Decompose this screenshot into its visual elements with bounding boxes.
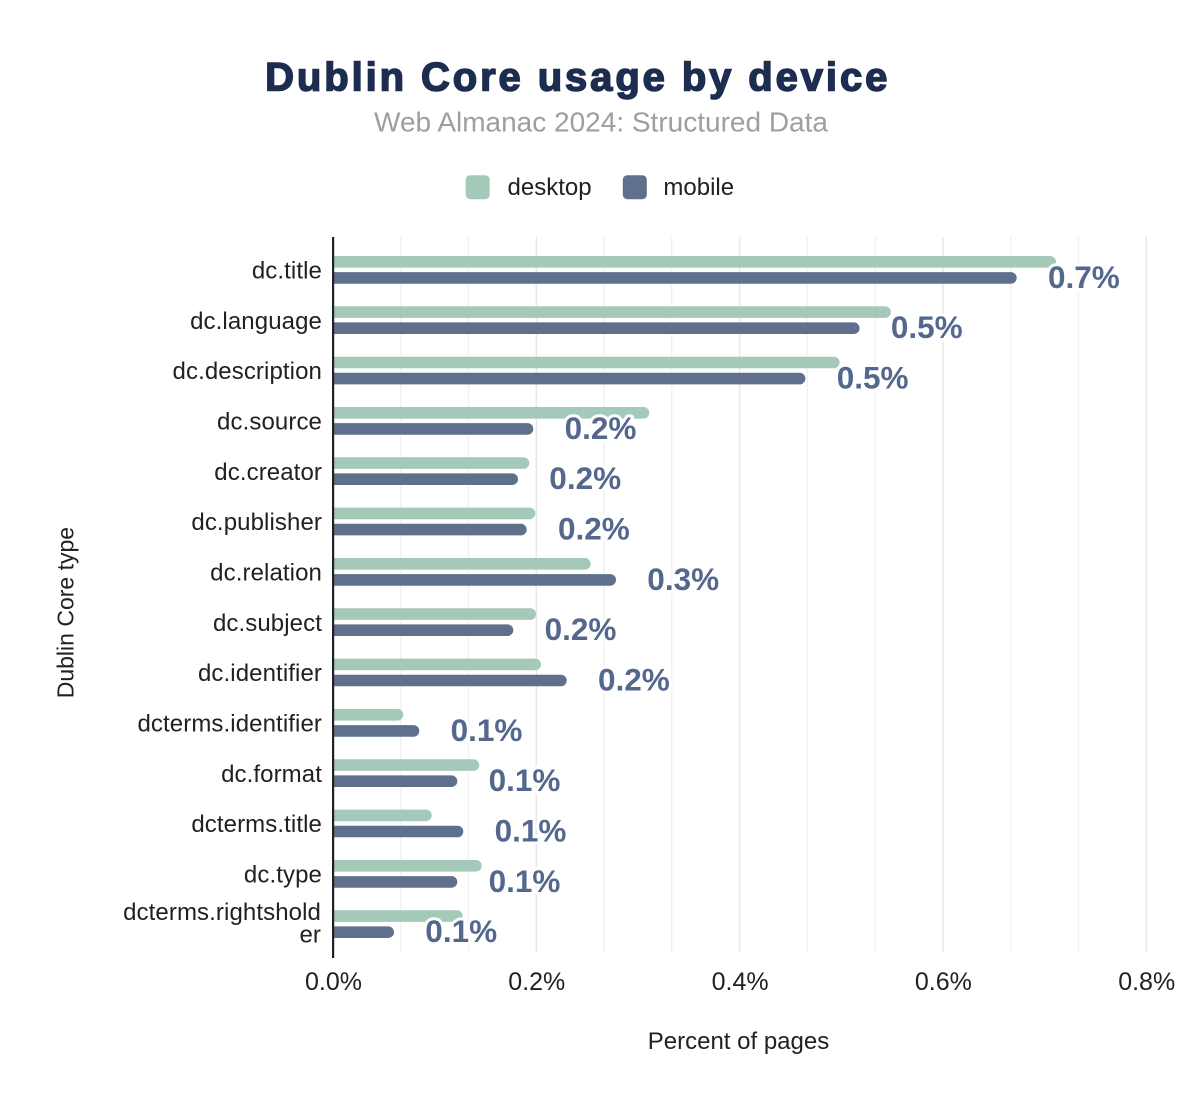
- svg-text:0.8%: 0.8%: [1118, 968, 1175, 996]
- svg-text:Percent of pages: Percent of pages: [648, 1028, 829, 1055]
- svg-text:dc.relation: dc.relation: [210, 559, 322, 586]
- svg-text:0.5%: 0.5%: [837, 360, 909, 396]
- svg-text:dcterms.rightshold: dcterms.rightshold: [123, 899, 321, 926]
- svg-text:dc.format: dc.format: [221, 761, 322, 788]
- svg-text:0.2%: 0.2%: [508, 968, 565, 996]
- svg-text:0.7%: 0.7%: [1048, 259, 1120, 295]
- svg-text:0.0%: 0.0%: [305, 968, 362, 996]
- svg-text:0.2%: 0.2%: [558, 510, 630, 546]
- svg-text:Web Almanac 2024: Structured D: Web Almanac 2024: Structured Data: [374, 107, 828, 138]
- svg-text:Dublin Core type: Dublin Core type: [53, 527, 79, 698]
- svg-text:0.1%: 0.1%: [451, 712, 523, 748]
- svg-text:0.1%: 0.1%: [489, 762, 561, 798]
- svg-text:0.3%: 0.3%: [647, 561, 719, 597]
- svg-text:dcterms.title: dcterms.title: [191, 811, 322, 838]
- svg-text:0.2%: 0.2%: [549, 460, 621, 496]
- svg-text:0.2%: 0.2%: [565, 410, 637, 446]
- svg-text:dc.title: dc.title: [252, 258, 322, 285]
- svg-text:0.4%: 0.4%: [712, 968, 769, 996]
- svg-text:dc.publisher: dc.publisher: [191, 509, 322, 536]
- svg-text:dc.type: dc.type: [244, 861, 322, 888]
- svg-text:dc.subject: dc.subject: [213, 610, 322, 637]
- svg-text:0.5%: 0.5%: [891, 309, 963, 345]
- svg-text:dc.source: dc.source: [217, 408, 322, 435]
- svg-text:0.2%: 0.2%: [545, 611, 617, 647]
- svg-text:0.1%: 0.1%: [425, 913, 497, 949]
- svg-text:0.2%: 0.2%: [598, 661, 670, 697]
- svg-text:0.6%: 0.6%: [915, 968, 972, 996]
- svg-text:mobile: mobile: [663, 174, 734, 201]
- svg-text:dc.description: dc.description: [173, 358, 322, 385]
- svg-text:desktop: desktop: [508, 174, 592, 201]
- svg-text:er: er: [299, 922, 321, 949]
- svg-text:dc.identifier: dc.identifier: [198, 660, 322, 687]
- svg-text:Dublin Core usage by device: Dublin Core usage by device: [265, 56, 890, 100]
- svg-text:0.1%: 0.1%: [495, 812, 567, 848]
- svg-text:dc.creator: dc.creator: [214, 459, 322, 486]
- svg-text:dcterms.identifier: dcterms.identifier: [137, 710, 322, 737]
- svg-text:dc.language: dc.language: [190, 308, 322, 335]
- svg-text:0.1%: 0.1%: [489, 863, 561, 899]
